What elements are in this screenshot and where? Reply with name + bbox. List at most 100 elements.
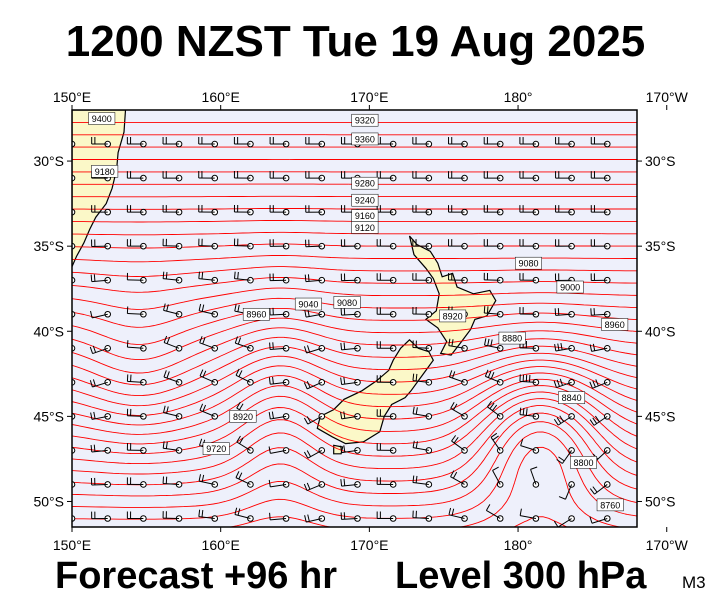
wind-barb-staff [492,470,501,485]
wind-barb-staff [592,381,608,389]
wind-barb-feather [448,370,453,378]
wind-barb-station [318,379,326,386]
lat-tick-label-left: 40°S [33,323,64,339]
lon-tick-label-top: 170°E [350,89,388,105]
contour-label: 8920 [443,311,463,321]
australia-coast [72,110,127,267]
wind-barb-feather [235,368,240,376]
contour-label-box [229,410,257,423]
wind-barb-feather [303,382,308,390]
wind-barb-station [318,344,326,352]
wind-barb-feather [198,509,201,517]
wind-barb-feather [589,419,595,426]
wind-barb-feather [592,380,596,388]
wind-barb-feather [483,306,486,314]
wind-barb-feather [90,274,93,282]
contour-label-box [596,498,624,512]
wind-barb-feather [237,304,240,312]
wind-barb-staff [163,483,180,485]
wind-barb-feather [90,412,93,420]
wind-barb-staff [485,375,501,383]
lon-tick-label-top: 180° [504,89,533,105]
contour-label: 9120 [355,223,375,233]
wind-barb-feather [485,504,491,511]
wind-barb-staff [448,514,465,519]
wind-barb-staff [557,518,572,527]
wind-barb-feather [163,405,166,413]
model-code: M3 [682,573,706,592]
wind-barb-staff [163,447,180,451]
wind-barb-feather [589,344,593,352]
wind-barb-feather [201,304,205,312]
wind-barb-staff [236,441,251,451]
wind-barb-feather [202,404,207,412]
wind-barb-staff [198,480,215,485]
wind-barb-feather [93,411,96,419]
wind-barb-staff [449,376,465,383]
wind-barb-staff [595,450,608,462]
wind-barb-feather [553,418,559,426]
wind-barbs [55,137,611,527]
wind-barb-feather [239,403,244,411]
wind-barb-station [532,447,540,454]
wind-barb-feather [412,440,415,448]
wind-barb-feather [340,377,343,385]
wind-barb-staff [270,415,287,420]
contour-label-box [570,456,597,469]
wind-barb-feather [553,520,559,527]
contour-label: 9360 [355,134,375,144]
wind-barb-staff [163,376,180,383]
wind-barb-feather [340,342,343,350]
wind-barb-feather [234,336,239,344]
contour-8640 [72,317,637,361]
wind-barb-feather [340,445,343,453]
wind-barb-feather [451,508,455,516]
wind-barb-feather [304,310,307,318]
wind-barb-feather [519,508,522,516]
wind-barb-feather [237,337,242,345]
wind-barb-feather [58,345,60,352]
contour-label: 8880 [502,334,522,344]
wind-barb-staff [412,346,429,349]
wind-barb-feather [553,380,557,388]
wind-barb-staff [127,380,144,383]
contour-8520 [72,345,637,397]
lat-tick-label-right: 45°S [645,408,676,424]
wind-barb-feather [490,432,498,438]
wind-barb-staff [341,483,358,487]
lon-tick-label-bottom: 170°W [646,537,689,553]
wind-barb-feather [89,380,93,388]
wind-barb-staff [451,440,465,451]
wind-barb-feather [201,510,204,518]
wind-barb-feather [453,403,458,411]
wind-barb-station [496,515,504,522]
lat-tick-label-left: 50°S [33,493,64,509]
wind-barb-feather [452,471,458,479]
lat-tick-label-left: 45°S [33,408,64,424]
wind-barb-feather [415,373,418,381]
contour-label-box [88,112,116,125]
wind-barb-station [318,413,326,420]
wind-barb-feather [594,415,600,423]
wind-barb-feather [450,470,455,477]
wind-barb-feather [554,344,557,352]
wind-barb-feather [202,337,206,345]
wind-barb-feather [55,310,56,317]
wind-barb-staff [92,381,108,388]
wind-barb-feather [486,400,492,408]
contour-label-box [351,176,379,190]
wind-barb-staff [520,445,537,451]
contour-label-box [351,193,379,207]
contour-label-box [351,113,379,127]
wind-barb-feather [238,370,243,377]
lon-tick-label-bottom: 160°E [202,537,240,553]
wind-barb-feather [560,342,563,351]
wind-barb-staff [487,406,501,417]
wind-barb-staff [270,517,287,521]
wind-barb-feather [199,438,203,446]
wind-barb-feather [448,507,452,515]
lat-tick-label-right: 30°S [645,153,676,169]
wind-barb-feather [163,370,167,378]
contour-8160 [72,405,637,486]
wind-barb-staff [591,518,608,524]
